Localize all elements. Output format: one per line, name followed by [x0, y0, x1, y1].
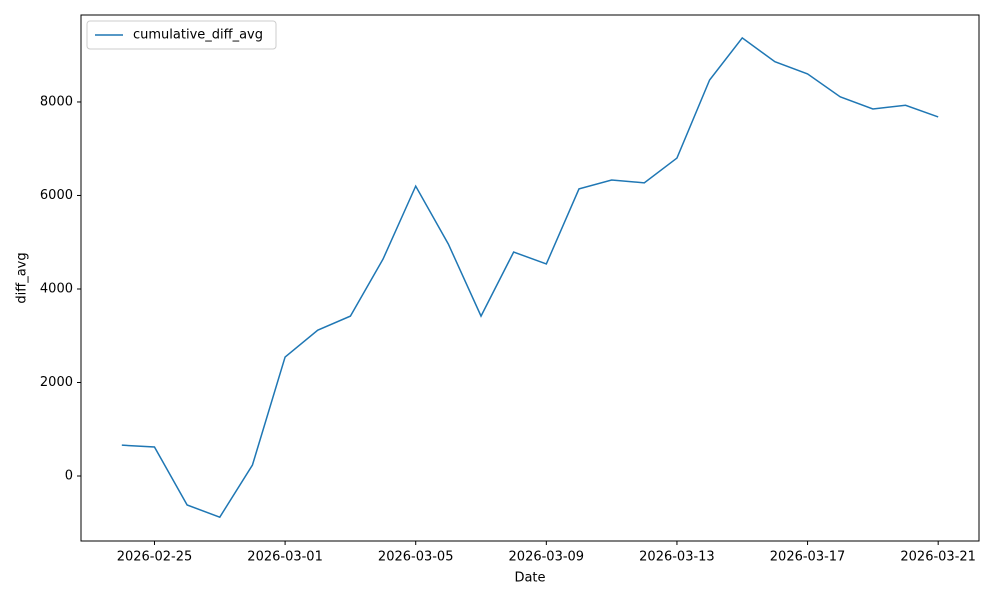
y-axis-label: diff_avg	[15, 252, 30, 303]
x-tick-label: 2026-03-21	[900, 550, 976, 565]
x-tick-label: 2026-02-25	[117, 550, 193, 565]
x-tick-label: 2026-03-09	[509, 550, 585, 565]
y-tick-label: 8000	[40, 94, 73, 109]
legend-label: cumulative_diff_avg	[133, 28, 263, 43]
x-tick-label: 2026-03-13	[639, 550, 715, 565]
x-tick-label: 2026-03-05	[378, 550, 454, 565]
x-tick-label: 2026-03-17	[770, 550, 846, 565]
data-line	[121, 36, 939, 519]
y-tick-label: 2000	[40, 375, 73, 390]
y-tick-label: 6000	[40, 188, 73, 203]
y-tick-label: 0	[65, 469, 73, 484]
x-tick-label: 2026-03-01	[247, 550, 323, 565]
plot-frame	[80, 14, 980, 542]
legend-box	[86, 20, 277, 50]
y-tick-label: 4000	[40, 281, 73, 296]
x-axis-label: Date	[514, 571, 545, 586]
